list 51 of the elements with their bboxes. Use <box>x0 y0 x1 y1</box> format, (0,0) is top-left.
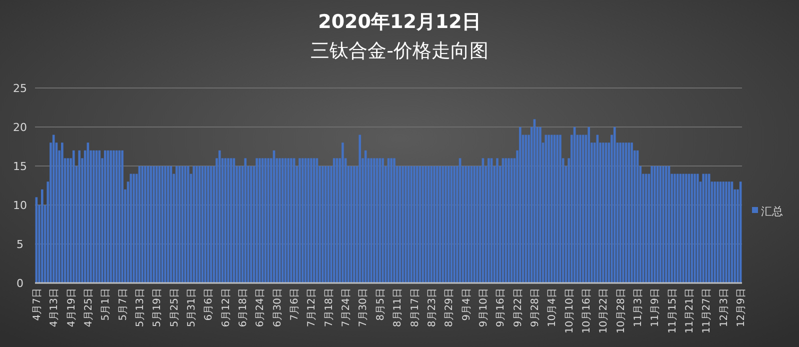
y-tick-label: 5 <box>16 238 24 251</box>
x-tick-label: 10月16日 <box>582 288 592 334</box>
x-tick-label: 10月10日 <box>564 288 576 334</box>
x-tick-label: 4月13日 <box>49 288 60 328</box>
x-tick-label: 5月1日 <box>100 288 112 321</box>
chart-title: 2020年12月12日 <box>318 11 481 33</box>
x-tick-label: 11月21日 <box>684 288 696 334</box>
x-tick-label: 4月19日 <box>66 288 78 328</box>
y-tick-label: 0 <box>16 277 24 290</box>
y-tick-label: 25 <box>13 82 27 95</box>
x-tick-label: 11月9日 <box>650 288 662 328</box>
x-tick-label: 8月23日 <box>426 288 438 328</box>
x-tick-label: 10月22日 <box>598 288 610 334</box>
x-tick-label: 4月7日 <box>32 288 43 321</box>
x-tick-label: 6月6日 <box>204 288 215 321</box>
x-tick-label: 7月6日 <box>290 288 301 321</box>
x-tick-label: 11月15日 <box>667 288 678 334</box>
x-tick-label: 6月30日 <box>272 288 284 328</box>
x-tick-label: 6月18日 <box>238 288 250 328</box>
x-tick-label: 11月3日 <box>633 288 644 328</box>
x-tick-label: 6月24日 <box>255 288 266 328</box>
x-tick-label: 9月16日 <box>496 288 507 328</box>
x-tick-label: 4月25日 <box>83 288 94 328</box>
x-tick-label: 9月28日 <box>530 288 541 328</box>
x-tick-label: 10月4日 <box>547 288 558 328</box>
x-tick-label: 11月27日 <box>702 288 713 334</box>
x-tick-label: 8月11日 <box>392 288 404 328</box>
y-tick-label: 10 <box>13 199 27 212</box>
x-tick-label: 5月13日 <box>134 288 146 328</box>
x-tick-label: 7月18日 <box>324 288 335 328</box>
x-tick-label: 7月30日 <box>358 288 370 328</box>
x-tick-label: 9月10日 <box>478 288 490 328</box>
x-tick-label: 10月28日 <box>616 288 627 334</box>
x-tick-label: 8月5日 <box>375 288 386 321</box>
x-tick-label: 9月22日 <box>512 288 524 328</box>
y-tick-label: 15 <box>13 160 27 173</box>
legend-label: 汇总 <box>761 205 783 218</box>
x-tick-label: 12月3日 <box>718 288 730 328</box>
x-tick-label: 12月9日 <box>736 288 748 328</box>
x-tick-label: 6月12日 <box>220 288 232 328</box>
x-tick-label: 9月4日 <box>461 288 472 321</box>
x-tick-label: 8月17日 <box>410 288 421 328</box>
x-tick-label: 5月7日 <box>118 288 129 321</box>
x-tick-label: 5月25日 <box>169 288 180 328</box>
x-tick-label: 7月24日 <box>341 288 352 328</box>
x-tick-label: 5月31日 <box>186 288 198 328</box>
x-tick-label: 7月12日 <box>306 288 318 328</box>
x-tick-label: 5月19日 <box>152 288 164 328</box>
x-tick-label: 8月29日 <box>444 288 456 328</box>
y-tick-label: 20 <box>13 121 27 134</box>
chart-subtitle: 三钛合金-价格走向图 <box>310 40 488 62</box>
